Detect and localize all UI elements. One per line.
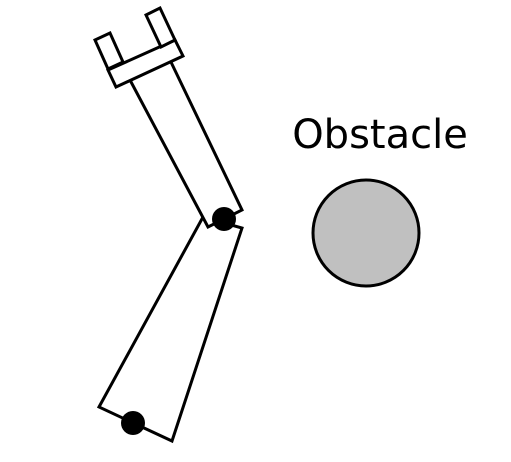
lower-arm-link [96,215,244,444]
gripper-right-finger [144,5,177,50]
obstacle-circle [311,178,421,288]
base-joint [121,411,145,435]
gripper-base [105,38,186,89]
gripper-left-finger [93,30,125,72]
obstacle-label: Obstacle [292,112,468,158]
elbow-joint [212,207,236,231]
upper-arm-link [127,57,244,229]
